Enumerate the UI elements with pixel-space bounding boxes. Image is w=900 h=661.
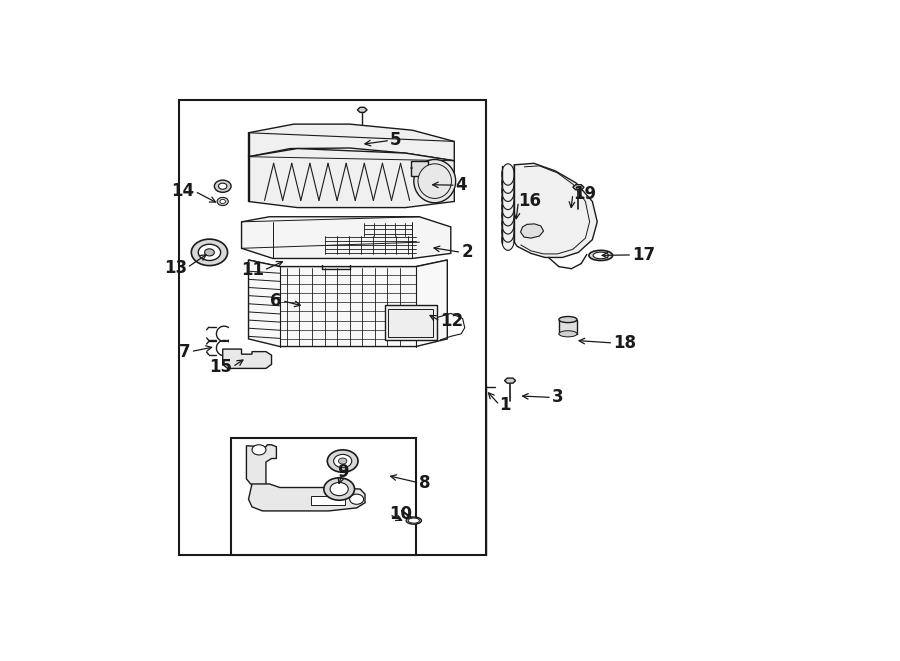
Ellipse shape bbox=[501, 188, 514, 210]
Text: 14: 14 bbox=[172, 182, 194, 200]
Text: 8: 8 bbox=[419, 474, 431, 492]
Circle shape bbox=[192, 239, 228, 266]
Text: 16: 16 bbox=[518, 192, 542, 210]
Text: 12: 12 bbox=[440, 312, 464, 330]
Polygon shape bbox=[248, 260, 447, 346]
Circle shape bbox=[214, 180, 231, 192]
Text: 4: 4 bbox=[455, 176, 467, 194]
Bar bbox=[384, 305, 436, 340]
Text: 5: 5 bbox=[390, 132, 401, 149]
Ellipse shape bbox=[501, 204, 514, 226]
Bar bbox=[311, 496, 345, 505]
Polygon shape bbox=[241, 217, 451, 258]
Text: 15: 15 bbox=[210, 358, 232, 376]
Polygon shape bbox=[514, 163, 598, 258]
Ellipse shape bbox=[414, 159, 455, 203]
Circle shape bbox=[328, 450, 358, 472]
Polygon shape bbox=[411, 161, 428, 176]
Ellipse shape bbox=[409, 518, 419, 523]
Bar bbox=[179, 100, 486, 555]
Bar bbox=[559, 319, 577, 334]
Ellipse shape bbox=[501, 180, 514, 202]
Ellipse shape bbox=[418, 164, 452, 198]
Ellipse shape bbox=[501, 221, 514, 242]
Text: 7: 7 bbox=[179, 342, 191, 361]
Circle shape bbox=[217, 198, 229, 206]
Circle shape bbox=[198, 244, 220, 260]
Text: 18: 18 bbox=[613, 334, 636, 352]
Circle shape bbox=[324, 478, 355, 500]
Ellipse shape bbox=[589, 251, 613, 260]
Polygon shape bbox=[520, 224, 544, 238]
Polygon shape bbox=[357, 107, 367, 112]
Circle shape bbox=[252, 445, 266, 455]
Ellipse shape bbox=[559, 330, 577, 337]
Bar bbox=[388, 309, 434, 337]
Polygon shape bbox=[222, 349, 272, 368]
Ellipse shape bbox=[501, 213, 514, 234]
Text: 13: 13 bbox=[164, 258, 187, 277]
Bar bbox=[231, 438, 416, 555]
Text: 1: 1 bbox=[500, 396, 511, 414]
Ellipse shape bbox=[501, 164, 514, 185]
Text: 11: 11 bbox=[241, 261, 264, 279]
Text: 10: 10 bbox=[390, 506, 412, 524]
Circle shape bbox=[334, 454, 352, 468]
Text: 6: 6 bbox=[271, 292, 282, 310]
Ellipse shape bbox=[406, 517, 421, 524]
Text: 3: 3 bbox=[552, 389, 563, 407]
Ellipse shape bbox=[559, 317, 577, 323]
Circle shape bbox=[330, 483, 348, 496]
Text: 17: 17 bbox=[632, 246, 655, 264]
Ellipse shape bbox=[501, 196, 514, 217]
Polygon shape bbox=[248, 149, 454, 208]
Ellipse shape bbox=[593, 252, 608, 258]
Polygon shape bbox=[573, 184, 584, 190]
Polygon shape bbox=[247, 445, 276, 488]
Circle shape bbox=[220, 200, 226, 204]
Text: 2: 2 bbox=[461, 243, 472, 261]
Circle shape bbox=[338, 458, 346, 464]
Polygon shape bbox=[505, 378, 516, 383]
Text: 9: 9 bbox=[337, 463, 348, 481]
Circle shape bbox=[204, 249, 214, 256]
Circle shape bbox=[349, 494, 364, 504]
Ellipse shape bbox=[501, 172, 514, 193]
Ellipse shape bbox=[501, 229, 514, 251]
Text: 19: 19 bbox=[573, 185, 596, 203]
Polygon shape bbox=[248, 484, 365, 511]
Circle shape bbox=[219, 183, 227, 189]
Polygon shape bbox=[248, 260, 447, 270]
Polygon shape bbox=[248, 124, 454, 161]
